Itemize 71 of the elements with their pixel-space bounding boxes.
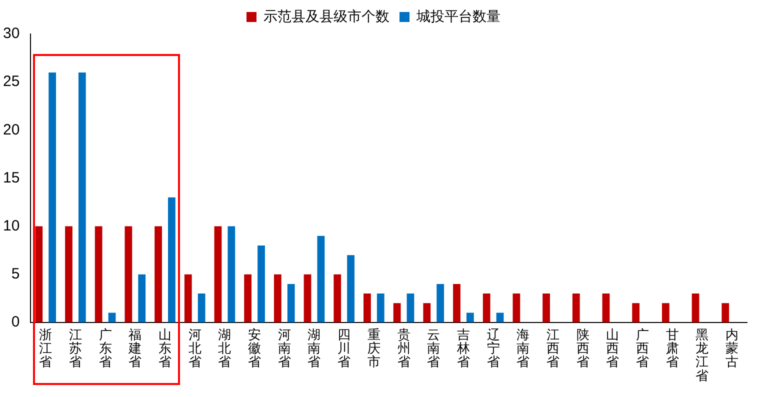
x-tick-label: 湖北省 xyxy=(218,326,232,370)
bar xyxy=(184,274,192,322)
bar xyxy=(244,274,252,322)
x-tick-label: 吉林省 xyxy=(456,326,470,370)
x-tick-label: 海南省 xyxy=(516,326,530,370)
bar xyxy=(287,284,295,322)
x-tick-label: 贵州省 xyxy=(397,326,410,370)
bar xyxy=(393,303,401,322)
bar xyxy=(258,245,265,322)
y-tick-label: 0 xyxy=(11,314,20,331)
bar xyxy=(423,303,431,322)
x-tick-label: 浙江省 xyxy=(39,326,52,370)
bar xyxy=(154,226,162,322)
bar xyxy=(138,274,146,322)
x-tick-label: 重庆市 xyxy=(367,326,380,370)
x-tick-label: 甘肃省 xyxy=(666,326,679,370)
bar xyxy=(692,294,700,322)
bar xyxy=(347,255,354,322)
x-tick-label: 辽宁省 xyxy=(486,326,500,370)
x-tick-label: 湖南省 xyxy=(308,326,321,370)
bar xyxy=(542,294,550,322)
bar xyxy=(65,226,72,322)
bar xyxy=(168,197,176,322)
x-tick-label: 云南省 xyxy=(427,326,440,370)
bar xyxy=(453,284,460,322)
bar xyxy=(48,72,56,322)
bar xyxy=(228,226,236,322)
bar xyxy=(35,226,43,322)
y-tick-label: 15 xyxy=(2,169,20,186)
y-tick-label: 25 xyxy=(2,73,20,90)
x-tick-label: 江苏省 xyxy=(68,326,82,370)
y-tick-label: 10 xyxy=(2,217,20,234)
legend-label: 示范县及县级市个数 xyxy=(264,8,390,24)
y-tick-label: 30 xyxy=(2,25,20,42)
bar xyxy=(572,294,580,322)
bar xyxy=(482,294,490,322)
bar xyxy=(274,274,282,322)
y-tick-label: 5 xyxy=(11,265,20,282)
x-tick-label: 广东省 xyxy=(98,326,112,370)
bar xyxy=(406,294,414,322)
bar xyxy=(632,303,640,322)
bar xyxy=(436,284,444,322)
x-tick-label: 四川省 xyxy=(338,326,351,370)
bar xyxy=(512,294,520,322)
bar xyxy=(78,72,86,322)
x-tick-label: 陕西省 xyxy=(576,326,590,370)
legend-label: 城投平台数量 xyxy=(416,8,500,24)
x-tick-label: 河北省 xyxy=(188,326,202,370)
bar xyxy=(94,226,102,322)
bar xyxy=(722,303,730,322)
bar xyxy=(304,274,312,322)
x-tick-label: 山西省 xyxy=(606,326,620,370)
bar xyxy=(602,294,610,322)
y-tick-label: 20 xyxy=(2,121,20,138)
bar xyxy=(334,274,342,322)
bar xyxy=(214,226,222,322)
x-tick-label: 安徽省 xyxy=(248,326,262,370)
bar xyxy=(124,226,132,322)
bar xyxy=(198,294,206,322)
x-tick-label: 江西省 xyxy=(546,326,560,370)
x-tick-label: 内蒙古 xyxy=(726,326,739,370)
bar xyxy=(364,294,371,322)
bar xyxy=(317,236,325,322)
x-tick-label: 山东省 xyxy=(158,326,172,370)
x-tick-label: 河南省 xyxy=(278,326,291,370)
x-tick-label: 广西省 xyxy=(636,326,650,370)
x-tick-label: 福建省 xyxy=(128,326,142,370)
x-tick-label: 黑龙江省 xyxy=(696,326,709,383)
bar xyxy=(376,294,384,322)
bar xyxy=(662,303,670,322)
bar xyxy=(466,312,474,322)
